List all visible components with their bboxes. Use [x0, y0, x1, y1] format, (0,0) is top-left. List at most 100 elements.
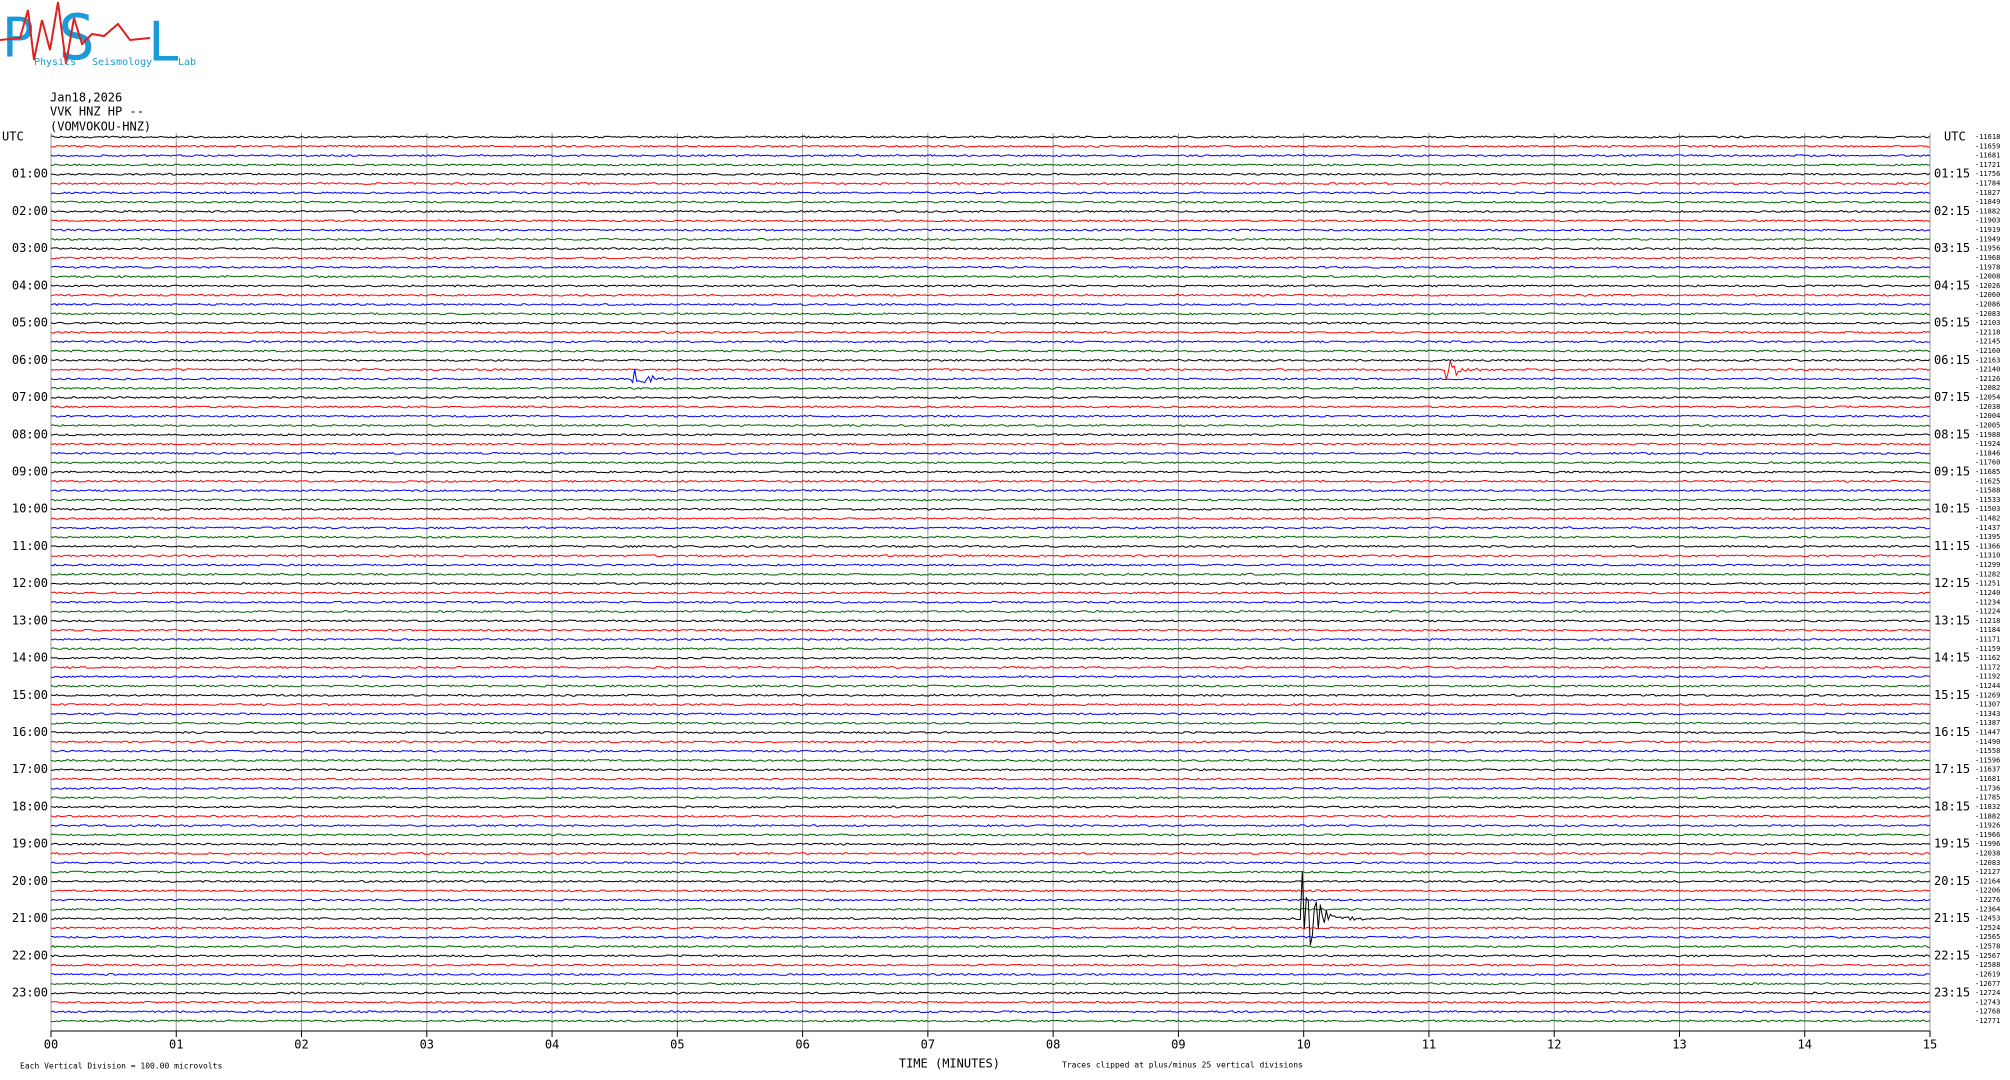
trace: [50, 219, 1931, 223]
left-time-label: 08:00: [12, 427, 48, 441]
trace: [50, 563, 1931, 567]
right-time-label: 07:15: [1934, 390, 1970, 404]
trace-offset: -12103: [1975, 319, 2000, 327]
right-time-label: 04:15: [1934, 278, 1970, 292]
x-axis-title: TIME (MINUTES): [899, 1057, 1000, 1071]
right-time-label: 11:15: [1934, 539, 1970, 553]
trace-offset: -12724: [1975, 989, 2000, 997]
trace: [50, 758, 1931, 762]
x-tick-label: 15: [1923, 1037, 1937, 1051]
trace-offset: -11903: [1975, 217, 2000, 225]
trace: [50, 414, 1931, 418]
trace: [50, 572, 1931, 576]
trace: [50, 321, 1931, 325]
trace: [50, 665, 1931, 669]
trace: [50, 1019, 1931, 1023]
trace-offset: -11192: [1975, 673, 2000, 681]
right-time-label: 05:15: [1934, 316, 1970, 330]
trace-offset: -11721: [1975, 161, 2000, 169]
trace-offset: -11171: [1975, 635, 2000, 643]
left-time-label: 07:00: [12, 390, 48, 404]
trace-offset: -11849: [1975, 198, 2000, 206]
trace-offset: -11832: [1975, 803, 2000, 811]
trace-offset: -12026: [1975, 282, 2000, 290]
trace: [50, 954, 1931, 958]
trace: [50, 442, 1931, 446]
trace: [50, 386, 1931, 390]
trace: [50, 647, 1931, 651]
right-time-label: 13:15: [1934, 613, 1970, 627]
trace-offset: -12082: [1975, 384, 2000, 392]
trace: [50, 526, 1931, 530]
right-time-label: 09:15: [1934, 464, 1970, 478]
trace: [50, 293, 1931, 297]
trace-offset: -11224: [1975, 608, 2000, 616]
right-time-label: 02:15: [1934, 204, 1970, 218]
left-time-label: 20:00: [12, 874, 48, 888]
trace: [51, 135, 1931, 139]
trace: [50, 479, 1931, 483]
trace-offset: -11882: [1975, 812, 2000, 820]
x-tick-label: 10: [1296, 1037, 1310, 1051]
trace-offset: -12364: [1975, 905, 2000, 913]
trace-offset: -11218: [1975, 617, 2000, 625]
trace-offset: -11244: [1975, 682, 2000, 690]
left-time-label: 17:00: [12, 762, 48, 776]
trace-offset: -12126: [1975, 375, 2000, 383]
trace: [50, 740, 1931, 744]
trace-offset: -12619: [1975, 970, 2000, 978]
trace-offset: -11996: [1975, 840, 2000, 848]
trace: [50, 600, 1931, 604]
trace-offset: -12054: [1975, 394, 2000, 402]
trace-offset: -11395: [1975, 533, 2000, 541]
trace: [50, 870, 1931, 946]
trace-offset: -11299: [1975, 561, 2000, 569]
trace: [50, 926, 1931, 930]
trace: [50, 861, 1931, 865]
trace: [50, 582, 1931, 586]
trace: [50, 237, 1931, 241]
trace-offset: -12083: [1975, 859, 2000, 867]
trace-offset: -11882: [1975, 207, 2000, 215]
trace: [50, 591, 1931, 595]
trace-offset: -11784: [1975, 180, 2000, 188]
trace-offset: -11240: [1975, 589, 2000, 597]
trace: [50, 851, 1931, 856]
left-time-label: 01:00: [12, 167, 48, 181]
right-time-label: 01:15: [1934, 167, 1970, 181]
left-time-label: 13:00: [12, 613, 48, 627]
trace: [50, 944, 1931, 949]
trace: [50, 554, 1931, 558]
trace-offset: -12118: [1975, 328, 2000, 336]
left-time-label: 04:00: [12, 278, 48, 292]
trace: [50, 516, 1931, 521]
right-time-label: 17:15: [1934, 762, 1970, 776]
left-time-label: 23:00: [12, 986, 48, 1000]
trace-offset: -12771: [1975, 1017, 2000, 1025]
trace-offset: -11172: [1975, 663, 2000, 671]
trace: [50, 842, 1931, 846]
trace-offset: -12163: [1975, 356, 2000, 364]
trace: [50, 619, 1931, 623]
clip-note: Traces clipped at plus/minus 25 vertical…: [1062, 1061, 1303, 1070]
left-time-label: 11:00: [12, 539, 48, 553]
trace: [50, 209, 1931, 213]
trace: [50, 786, 1931, 790]
trace-offset: -11846: [1975, 449, 2000, 457]
trace: [50, 433, 1931, 437]
scale-note: Each Vertical Division = 100.00 microvol…: [20, 1062, 222, 1071]
trace: [50, 833, 1931, 837]
trace: [50, 535, 1931, 539]
trace: [50, 451, 1931, 455]
right-time-label: 12:15: [1934, 576, 1970, 590]
left-time-label: 19:00: [12, 837, 48, 851]
left-time-label: 12:00: [12, 576, 48, 590]
left-time-label: 22:00: [12, 948, 48, 962]
trace-offset: -11785: [1975, 794, 2000, 802]
logo-letter: L: [148, 11, 181, 74]
trace: [51, 935, 1931, 939]
header-date: Jan18,2026: [50, 91, 122, 105]
trace-offset: -11827: [1975, 189, 2000, 197]
logo-word: Physics: [34, 57, 76, 68]
trace: [50, 163, 1931, 167]
